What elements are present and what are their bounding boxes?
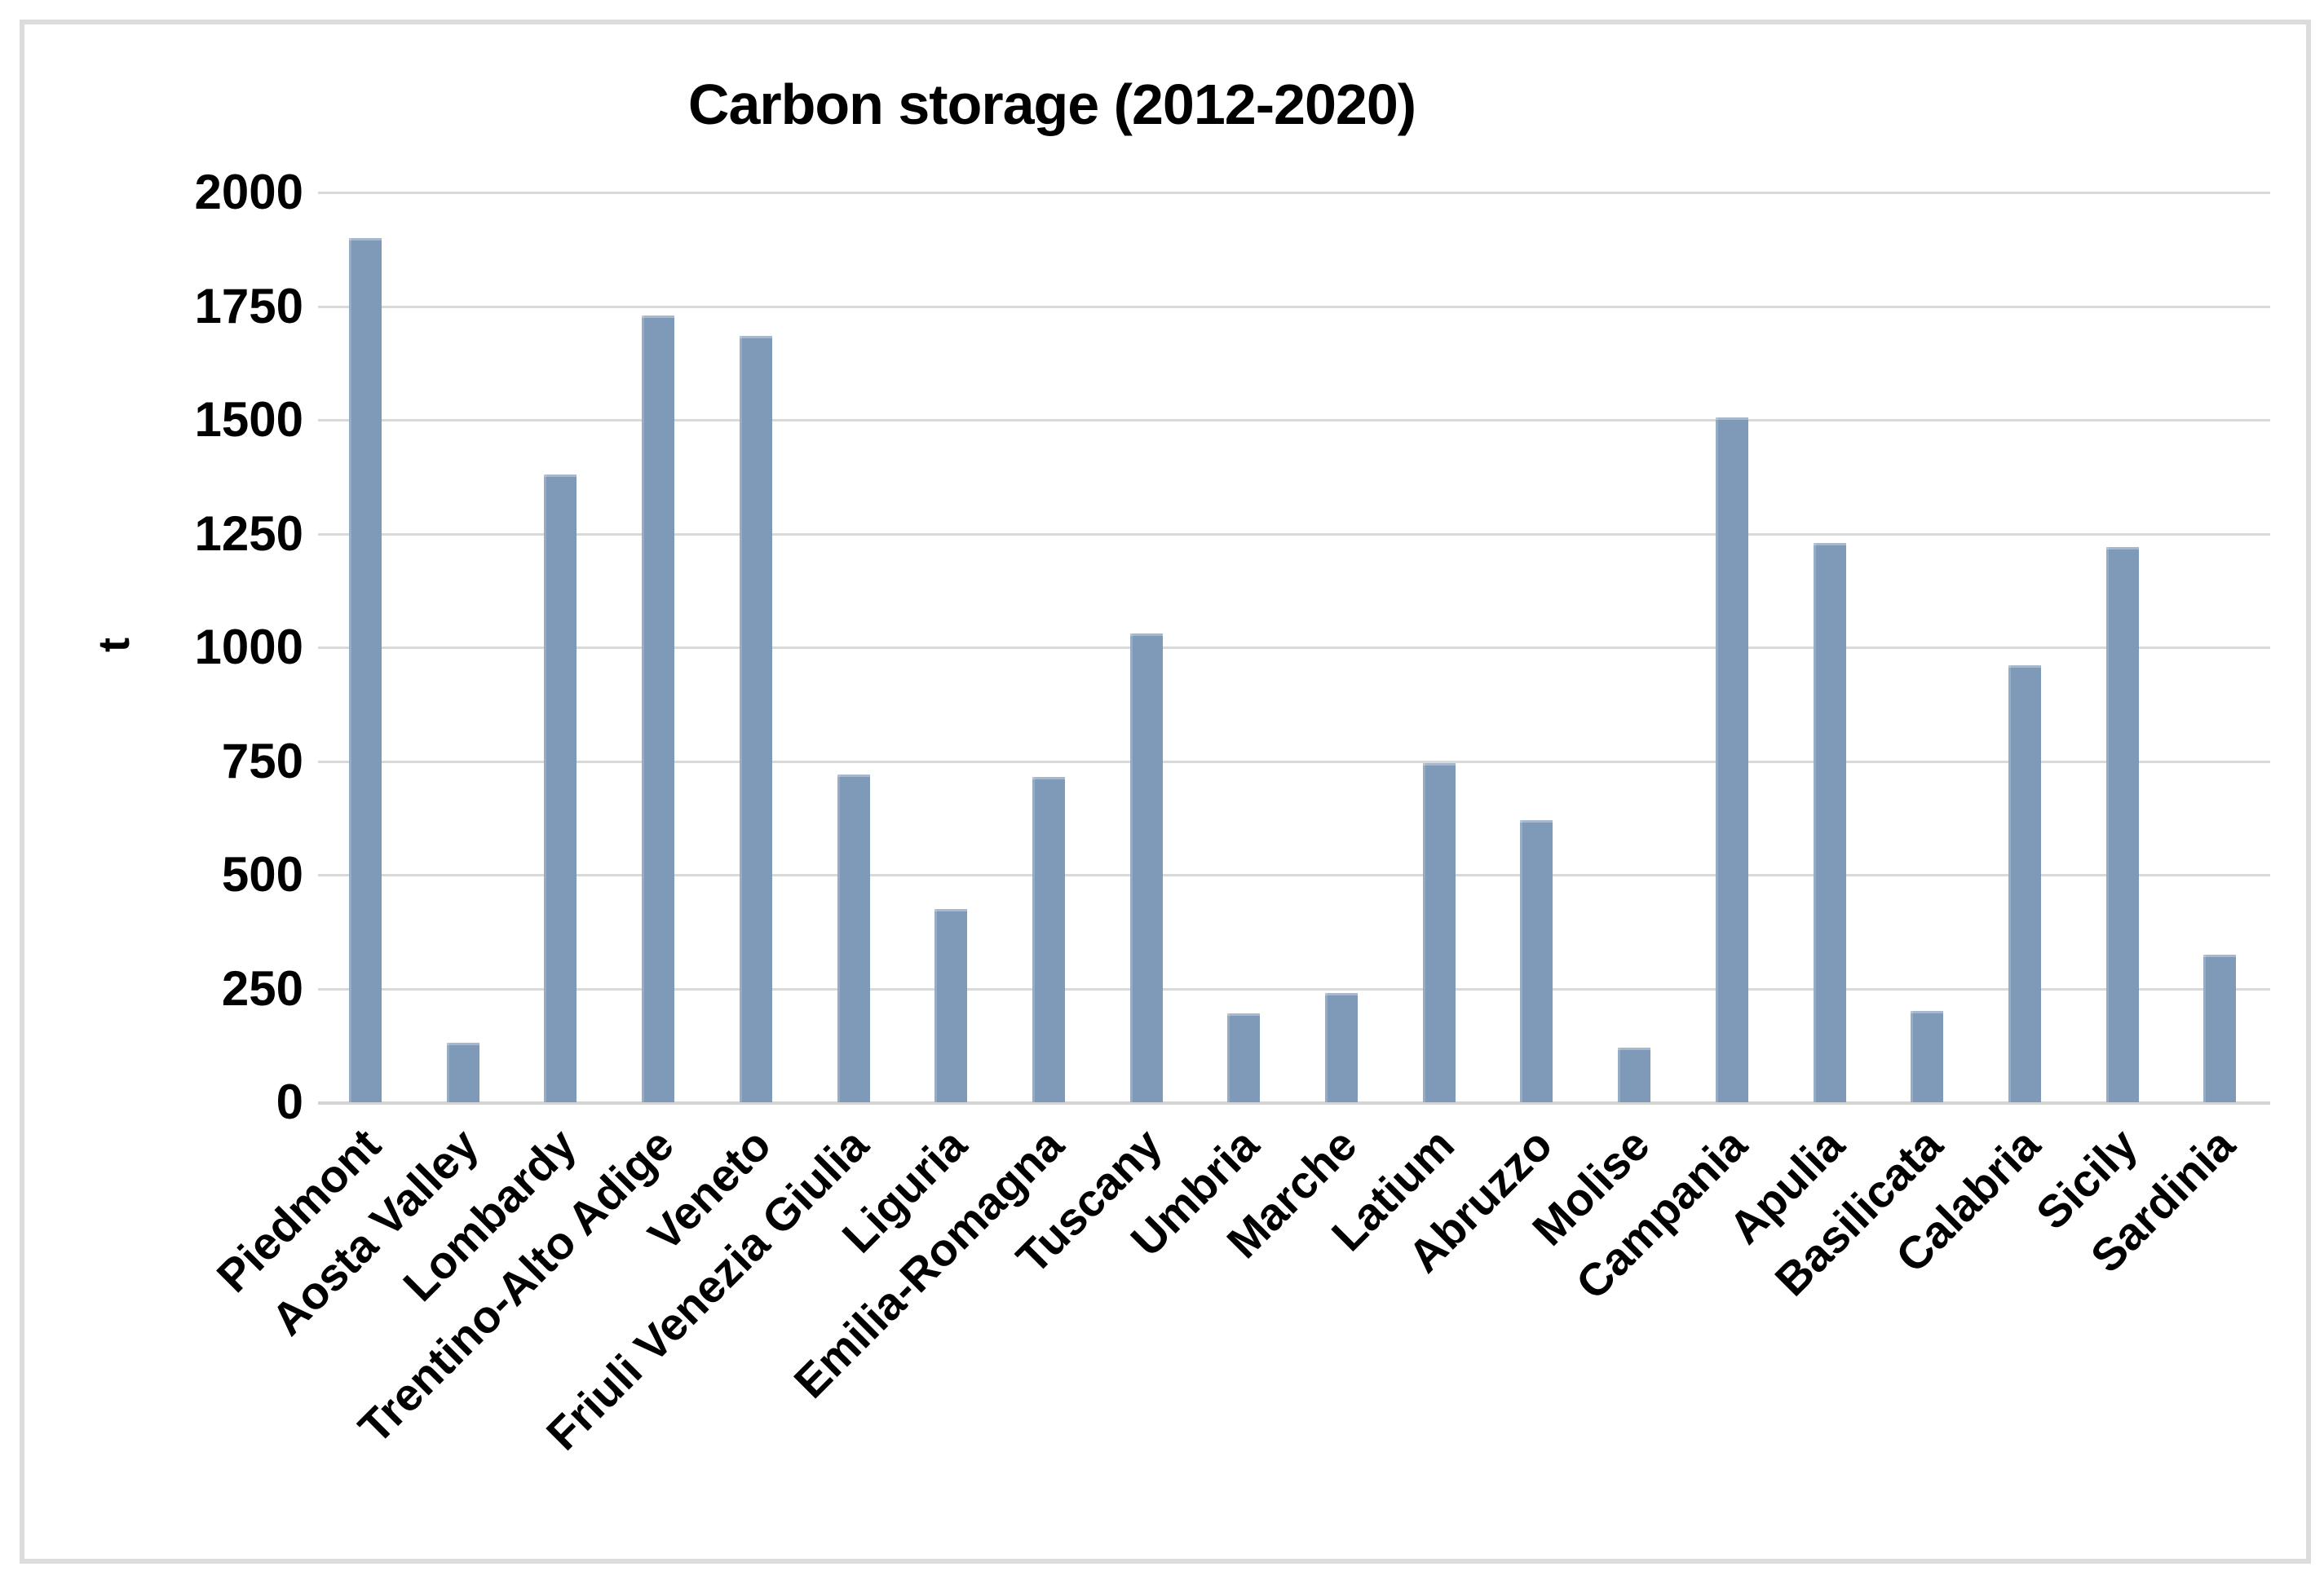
gridline-1750 [318,305,2270,308]
bar-trentino-alto-adige [642,316,674,1102]
bar-sardinia [2203,955,2236,1102]
y-tick-label-1750: 1750 [194,278,303,333]
gridline-0 [318,1101,2270,1105]
gridline-1000 [318,647,2270,649]
bar-sicily [2106,547,2139,1102]
y-tick-label-1250: 1250 [194,505,303,561]
bar-tuscany [1130,633,1163,1102]
bar-molise [1618,1048,1650,1102]
bar-marche [1325,993,1358,1102]
chart-frame [20,20,2311,1564]
bar-veneto [740,336,772,1102]
bar-campania [1716,417,1748,1102]
gridline-2000 [318,192,2270,194]
bar-liguria [934,909,967,1102]
y-tick-label-500: 500 [221,847,303,902]
bar-abruzzo [1520,820,1553,1102]
y-tick-label-0: 0 [276,1075,303,1129]
bar-umbria [1227,1013,1260,1102]
chart-title: Carbon storage (2012-2020) [687,73,1416,136]
bar-friuli-venezia-giulia [837,775,870,1102]
y-tick-label-2000: 2000 [194,165,303,219]
bar-latium [1423,763,1456,1102]
plot-area [318,192,2270,1105]
y-tick-label-1500: 1500 [194,392,303,447]
bar-calabria [2008,665,2041,1102]
y-tick-label-1000: 1000 [194,620,303,674]
gridline-500 [318,874,2270,876]
y-tick-label-750: 750 [221,733,303,788]
gridline-750 [318,760,2270,763]
bar-apulia [1814,543,1846,1102]
bar-lombardy [544,474,577,1102]
bar-aosta-valley [447,1043,479,1102]
bar-basilicata [1911,1011,1943,1102]
gridline-1250 [318,532,2270,536]
bar-piedmont [349,238,382,1102]
bar-emilia-romagna [1032,777,1065,1102]
gridline-250 [318,987,2270,991]
y-tick-label-250: 250 [221,960,303,1016]
gridline-1500 [318,419,2270,421]
